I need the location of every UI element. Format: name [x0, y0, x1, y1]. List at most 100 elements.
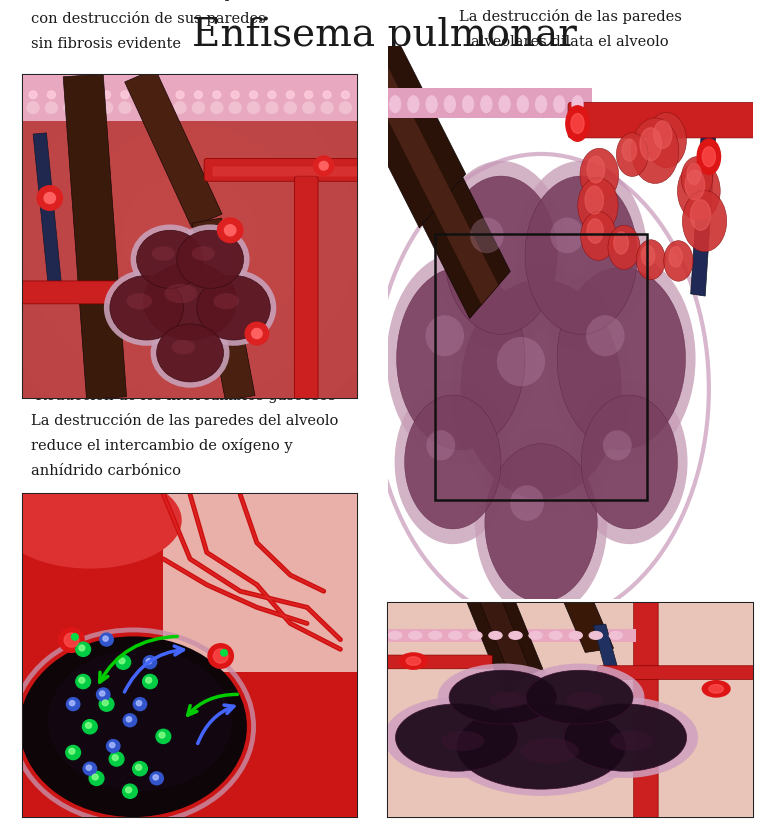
Circle shape — [687, 163, 701, 184]
Circle shape — [76, 642, 91, 656]
Circle shape — [116, 655, 131, 670]
FancyBboxPatch shape — [379, 655, 492, 669]
Circle shape — [339, 102, 352, 113]
Circle shape — [144, 655, 157, 669]
FancyBboxPatch shape — [568, 102, 762, 138]
Circle shape — [143, 675, 157, 689]
Circle shape — [92, 774, 98, 780]
Ellipse shape — [137, 230, 204, 288]
Ellipse shape — [174, 220, 207, 253]
Circle shape — [67, 698, 80, 711]
Ellipse shape — [0, 0, 457, 494]
Circle shape — [640, 127, 661, 161]
Circle shape — [445, 96, 455, 112]
Ellipse shape — [192, 246, 215, 261]
Circle shape — [468, 632, 482, 639]
Ellipse shape — [449, 670, 556, 724]
Circle shape — [284, 102, 296, 113]
Circle shape — [29, 91, 37, 99]
Circle shape — [549, 632, 562, 639]
Circle shape — [569, 632, 582, 639]
Circle shape — [136, 764, 141, 770]
Polygon shape — [361, 47, 498, 305]
Circle shape — [587, 219, 603, 243]
Ellipse shape — [435, 161, 567, 349]
Ellipse shape — [0, 472, 182, 569]
Circle shape — [408, 96, 419, 112]
Circle shape — [193, 102, 204, 113]
Circle shape — [136, 701, 141, 706]
Circle shape — [102, 700, 108, 706]
Circle shape — [157, 91, 166, 99]
Circle shape — [84, 91, 92, 99]
Ellipse shape — [571, 380, 687, 544]
Circle shape — [45, 102, 58, 113]
Bar — [23, 75, 357, 121]
Circle shape — [153, 775, 158, 780]
Circle shape — [622, 139, 637, 161]
Circle shape — [319, 162, 328, 170]
Circle shape — [406, 657, 421, 665]
Polygon shape — [346, 30, 465, 228]
Circle shape — [119, 102, 131, 113]
Text: La destrucción de las paredes: La destrucción de las paredes — [458, 9, 682, 24]
Ellipse shape — [214, 293, 239, 309]
Circle shape — [518, 96, 528, 112]
Ellipse shape — [470, 218, 504, 253]
Ellipse shape — [190, 270, 276, 346]
Circle shape — [529, 632, 542, 639]
Circle shape — [702, 680, 730, 697]
Circle shape — [449, 632, 462, 639]
Circle shape — [535, 96, 547, 112]
Ellipse shape — [677, 162, 720, 220]
Circle shape — [669, 246, 683, 267]
Ellipse shape — [617, 132, 648, 177]
Circle shape — [174, 102, 186, 113]
Polygon shape — [63, 74, 127, 400]
Ellipse shape — [515, 161, 647, 349]
Ellipse shape — [475, 428, 607, 617]
Circle shape — [690, 199, 710, 230]
Ellipse shape — [131, 225, 210, 294]
Ellipse shape — [647, 112, 687, 168]
Circle shape — [572, 96, 583, 112]
Circle shape — [252, 328, 262, 339]
Ellipse shape — [664, 241, 693, 282]
Circle shape — [100, 634, 113, 646]
Ellipse shape — [170, 225, 250, 294]
FancyBboxPatch shape — [634, 602, 658, 819]
Ellipse shape — [461, 280, 621, 499]
Ellipse shape — [580, 148, 619, 201]
Circle shape — [139, 91, 147, 99]
Circle shape — [66, 91, 74, 99]
Ellipse shape — [681, 157, 713, 199]
Circle shape — [214, 649, 228, 663]
Text: sin fibrosis evidente: sin fibrosis evidente — [31, 37, 180, 50]
Ellipse shape — [445, 176, 557, 334]
Ellipse shape — [608, 225, 640, 270]
Circle shape — [702, 147, 716, 167]
Bar — [164, 484, 364, 672]
FancyBboxPatch shape — [598, 665, 766, 680]
Ellipse shape — [127, 293, 152, 309]
Circle shape — [499, 96, 510, 112]
Ellipse shape — [151, 318, 230, 388]
Polygon shape — [690, 128, 716, 296]
Circle shape — [321, 102, 333, 113]
Ellipse shape — [151, 246, 175, 261]
Circle shape — [103, 636, 108, 641]
Ellipse shape — [445, 697, 637, 796]
Circle shape — [156, 102, 167, 113]
Ellipse shape — [510, 485, 544, 521]
Ellipse shape — [566, 692, 604, 708]
Circle shape — [44, 193, 55, 204]
Circle shape — [101, 102, 113, 113]
Circle shape — [99, 697, 114, 711]
Circle shape — [286, 91, 294, 99]
Ellipse shape — [164, 284, 197, 303]
Circle shape — [231, 91, 239, 99]
Circle shape — [614, 232, 628, 254]
Ellipse shape — [0, 27, 407, 447]
Circle shape — [69, 748, 74, 754]
Circle shape — [103, 91, 111, 99]
